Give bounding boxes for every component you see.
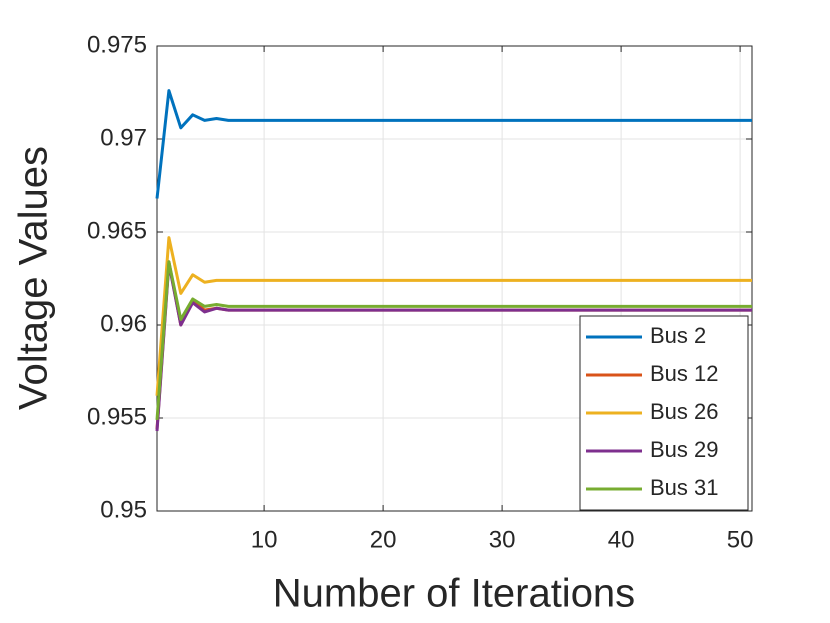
x-tick-label: 40 xyxy=(608,526,635,553)
y-tick-label: 0.955 xyxy=(87,403,147,430)
series-line xyxy=(155,260,752,420)
y-axis-label: Voltage Values xyxy=(12,146,56,410)
x-tick-label: 50 xyxy=(727,526,754,553)
x-tick-label: 30 xyxy=(489,526,516,553)
legend-label: Bus 26 xyxy=(650,399,719,424)
x-tick-label: 20 xyxy=(370,526,397,553)
y-tick-label: 0.96 xyxy=(100,310,147,337)
x-axis-label: Number of Iterations xyxy=(273,572,635,616)
y-tick-label: 0.97 xyxy=(100,124,147,151)
y-tick-label: 0.965 xyxy=(87,217,147,244)
series-line xyxy=(155,236,752,396)
legend-label: Bus 29 xyxy=(650,437,719,462)
legend-label: Bus 2 xyxy=(650,323,706,348)
series-line xyxy=(155,89,752,199)
legend-label: Bus 31 xyxy=(650,475,719,500)
y-tick-label: 0.975 xyxy=(87,31,147,58)
x-tick-label: 10 xyxy=(251,526,278,553)
legend-label: Bus 12 xyxy=(650,361,719,386)
plot-frame xyxy=(156,45,753,512)
series-line xyxy=(155,262,752,432)
y-tick-label: 0.95 xyxy=(100,496,147,523)
